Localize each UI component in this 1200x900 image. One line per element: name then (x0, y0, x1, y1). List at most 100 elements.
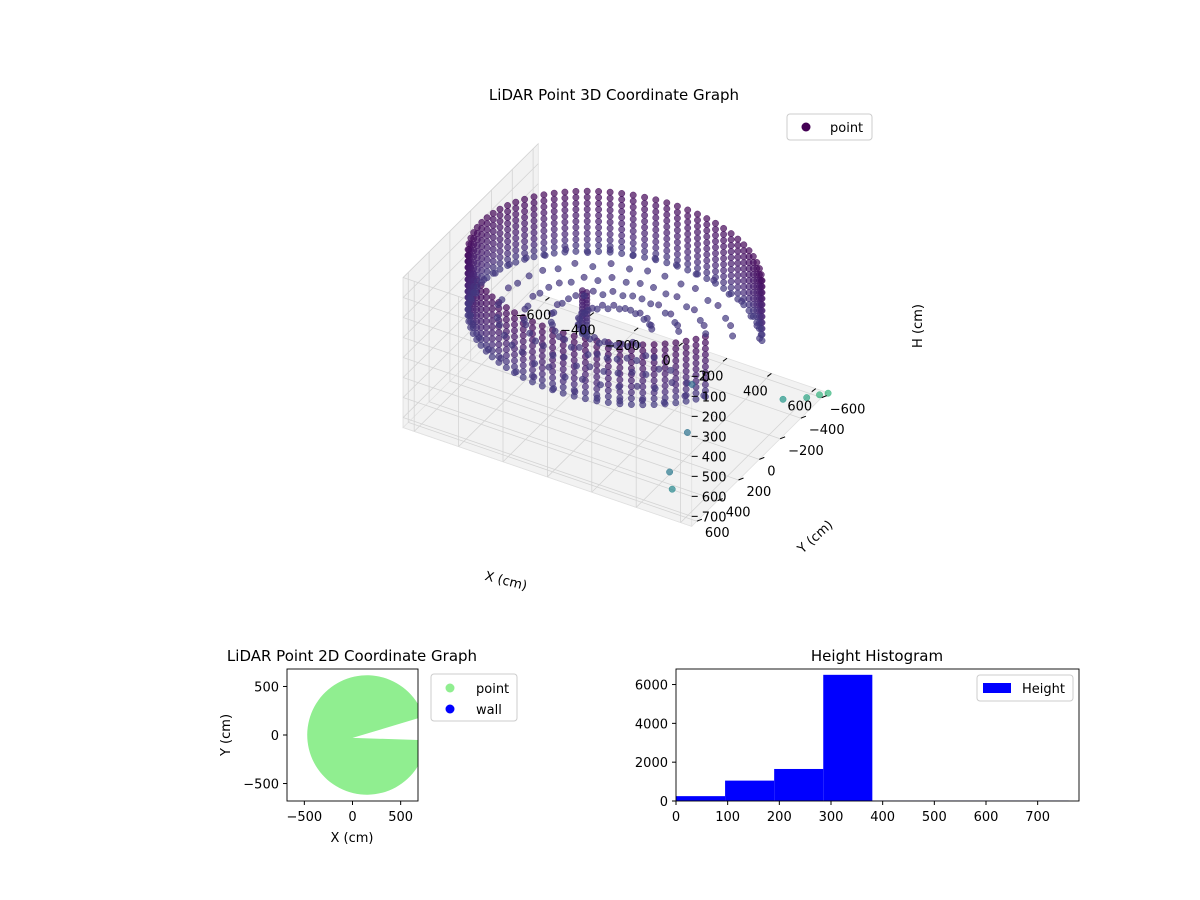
data-point-3d (663, 199, 671, 207)
data-point-3d (502, 340, 510, 347)
data-point-3d (727, 242, 735, 250)
data-point-3d (540, 215, 548, 223)
data-point-3d (652, 256, 660, 264)
data-point-3d (684, 230, 692, 238)
data-point-3d (570, 356, 578, 364)
data-point-3d (595, 188, 602, 195)
legend-3d: point (786, 113, 873, 141)
y-axis-label-2d: Y (cm) (219, 714, 234, 757)
data-point-3d (734, 259, 742, 267)
data-point-3d (606, 230, 614, 238)
data-point-3d (595, 230, 602, 237)
data-point-3d (740, 295, 748, 303)
data-point-3d (540, 239, 548, 247)
data-point-3d (641, 211, 648, 219)
data-point-3d (521, 213, 528, 221)
y-axis-label-3d: Y (cm) (794, 518, 836, 558)
data-point-3d (683, 303, 690, 311)
data-point-3d (483, 244, 491, 252)
data-point-3d (779, 395, 787, 403)
legend-3d-marker (801, 122, 811, 132)
data-point-3d (583, 193, 591, 201)
data-point-3d (511, 327, 518, 335)
data-point-3d (559, 359, 567, 367)
grid-line-z (402, 337, 692, 437)
data-point-3d (545, 363, 553, 371)
data-point-3d (661, 382, 669, 390)
data-point-3d (504, 284, 512, 292)
data-point-3d (511, 357, 518, 365)
x-tick-label-3d: 200 (699, 369, 724, 384)
y-tick-label-3d: −600 (830, 403, 866, 418)
data-point-3d (583, 187, 591, 195)
data-point-3d (652, 202, 660, 210)
data-point-3d (729, 332, 736, 340)
data-point-3d (652, 250, 660, 258)
z-tick-label-3d: 400 (702, 450, 727, 465)
data-point-3d (593, 367, 601, 375)
data-point-3d (580, 273, 588, 281)
data-point-3d (521, 195, 528, 203)
plot-frame-histogram (675, 668, 1080, 802)
data-point-3d (545, 283, 553, 291)
data-point-3d (559, 389, 567, 397)
data-point-3d (489, 251, 497, 259)
data-point-3d (530, 199, 538, 207)
data-point-3d (504, 256, 511, 263)
x-tick-label-3d: 600 (787, 400, 812, 415)
data-point-3d (496, 253, 504, 261)
data-point-3d (555, 333, 563, 341)
data-point-3d (497, 354, 505, 362)
data-point-3d (512, 246, 520, 254)
data-point-3d (595, 224, 602, 231)
data-point-3d (467, 294, 475, 302)
data-point-3d (568, 343, 575, 351)
data-point-3d (740, 289, 748, 297)
data-point-3d (606, 242, 614, 250)
data-point-3d (502, 316, 510, 323)
data-point-3d (674, 232, 681, 240)
data-point-3d (712, 267, 719, 275)
data-point-3d (672, 345, 680, 353)
data-point-3d (572, 205, 580, 213)
data-point-3d (530, 211, 538, 219)
x-tick-label-2d: 0 (348, 810, 356, 825)
data-point-3d (600, 367, 608, 375)
data-point-3d (530, 205, 538, 213)
data-point-3d (629, 245, 637, 253)
data-point-3d (672, 351, 680, 359)
data-point-3d (628, 377, 635, 384)
data-point-3d (529, 292, 537, 300)
data-point-3d (512, 216, 520, 224)
data-point-3d (583, 217, 591, 225)
data-point-3d (720, 236, 727, 244)
data-point-3d (466, 311, 474, 319)
data-point-3d (589, 263, 597, 270)
x-tick-label-histogram: 600 (974, 810, 999, 825)
data-point-3d (561, 373, 569, 381)
data-point-3d (624, 343, 631, 351)
data-point-3d (682, 361, 690, 369)
data-point-3d (661, 309, 669, 317)
data-point-3d (674, 202, 681, 210)
data-point-3d (539, 266, 547, 274)
y-tick-label-3d: 600 (705, 526, 730, 541)
data-point-3d (727, 290, 735, 297)
y-tick-mark-3d (696, 518, 703, 522)
data-point-3d (663, 247, 671, 255)
data-point-3d (641, 217, 648, 225)
data-point-3d (684, 260, 692, 268)
data-point-3d (495, 321, 503, 328)
data-point-3d (638, 396, 646, 404)
data-point-3d (727, 236, 735, 244)
x-tick-mark-3d (767, 373, 772, 377)
data-point-3d (663, 253, 671, 261)
data-point-3d (599, 301, 606, 309)
data-point-3d (512, 204, 520, 212)
legend-2d-wall-label: wall (476, 703, 502, 718)
legend-2d-point-label: point (476, 682, 509, 697)
data-point-3d (496, 217, 504, 225)
data-point-3d (641, 253, 648, 261)
data-point-3d (572, 199, 580, 207)
data-point-3d (672, 357, 680, 365)
